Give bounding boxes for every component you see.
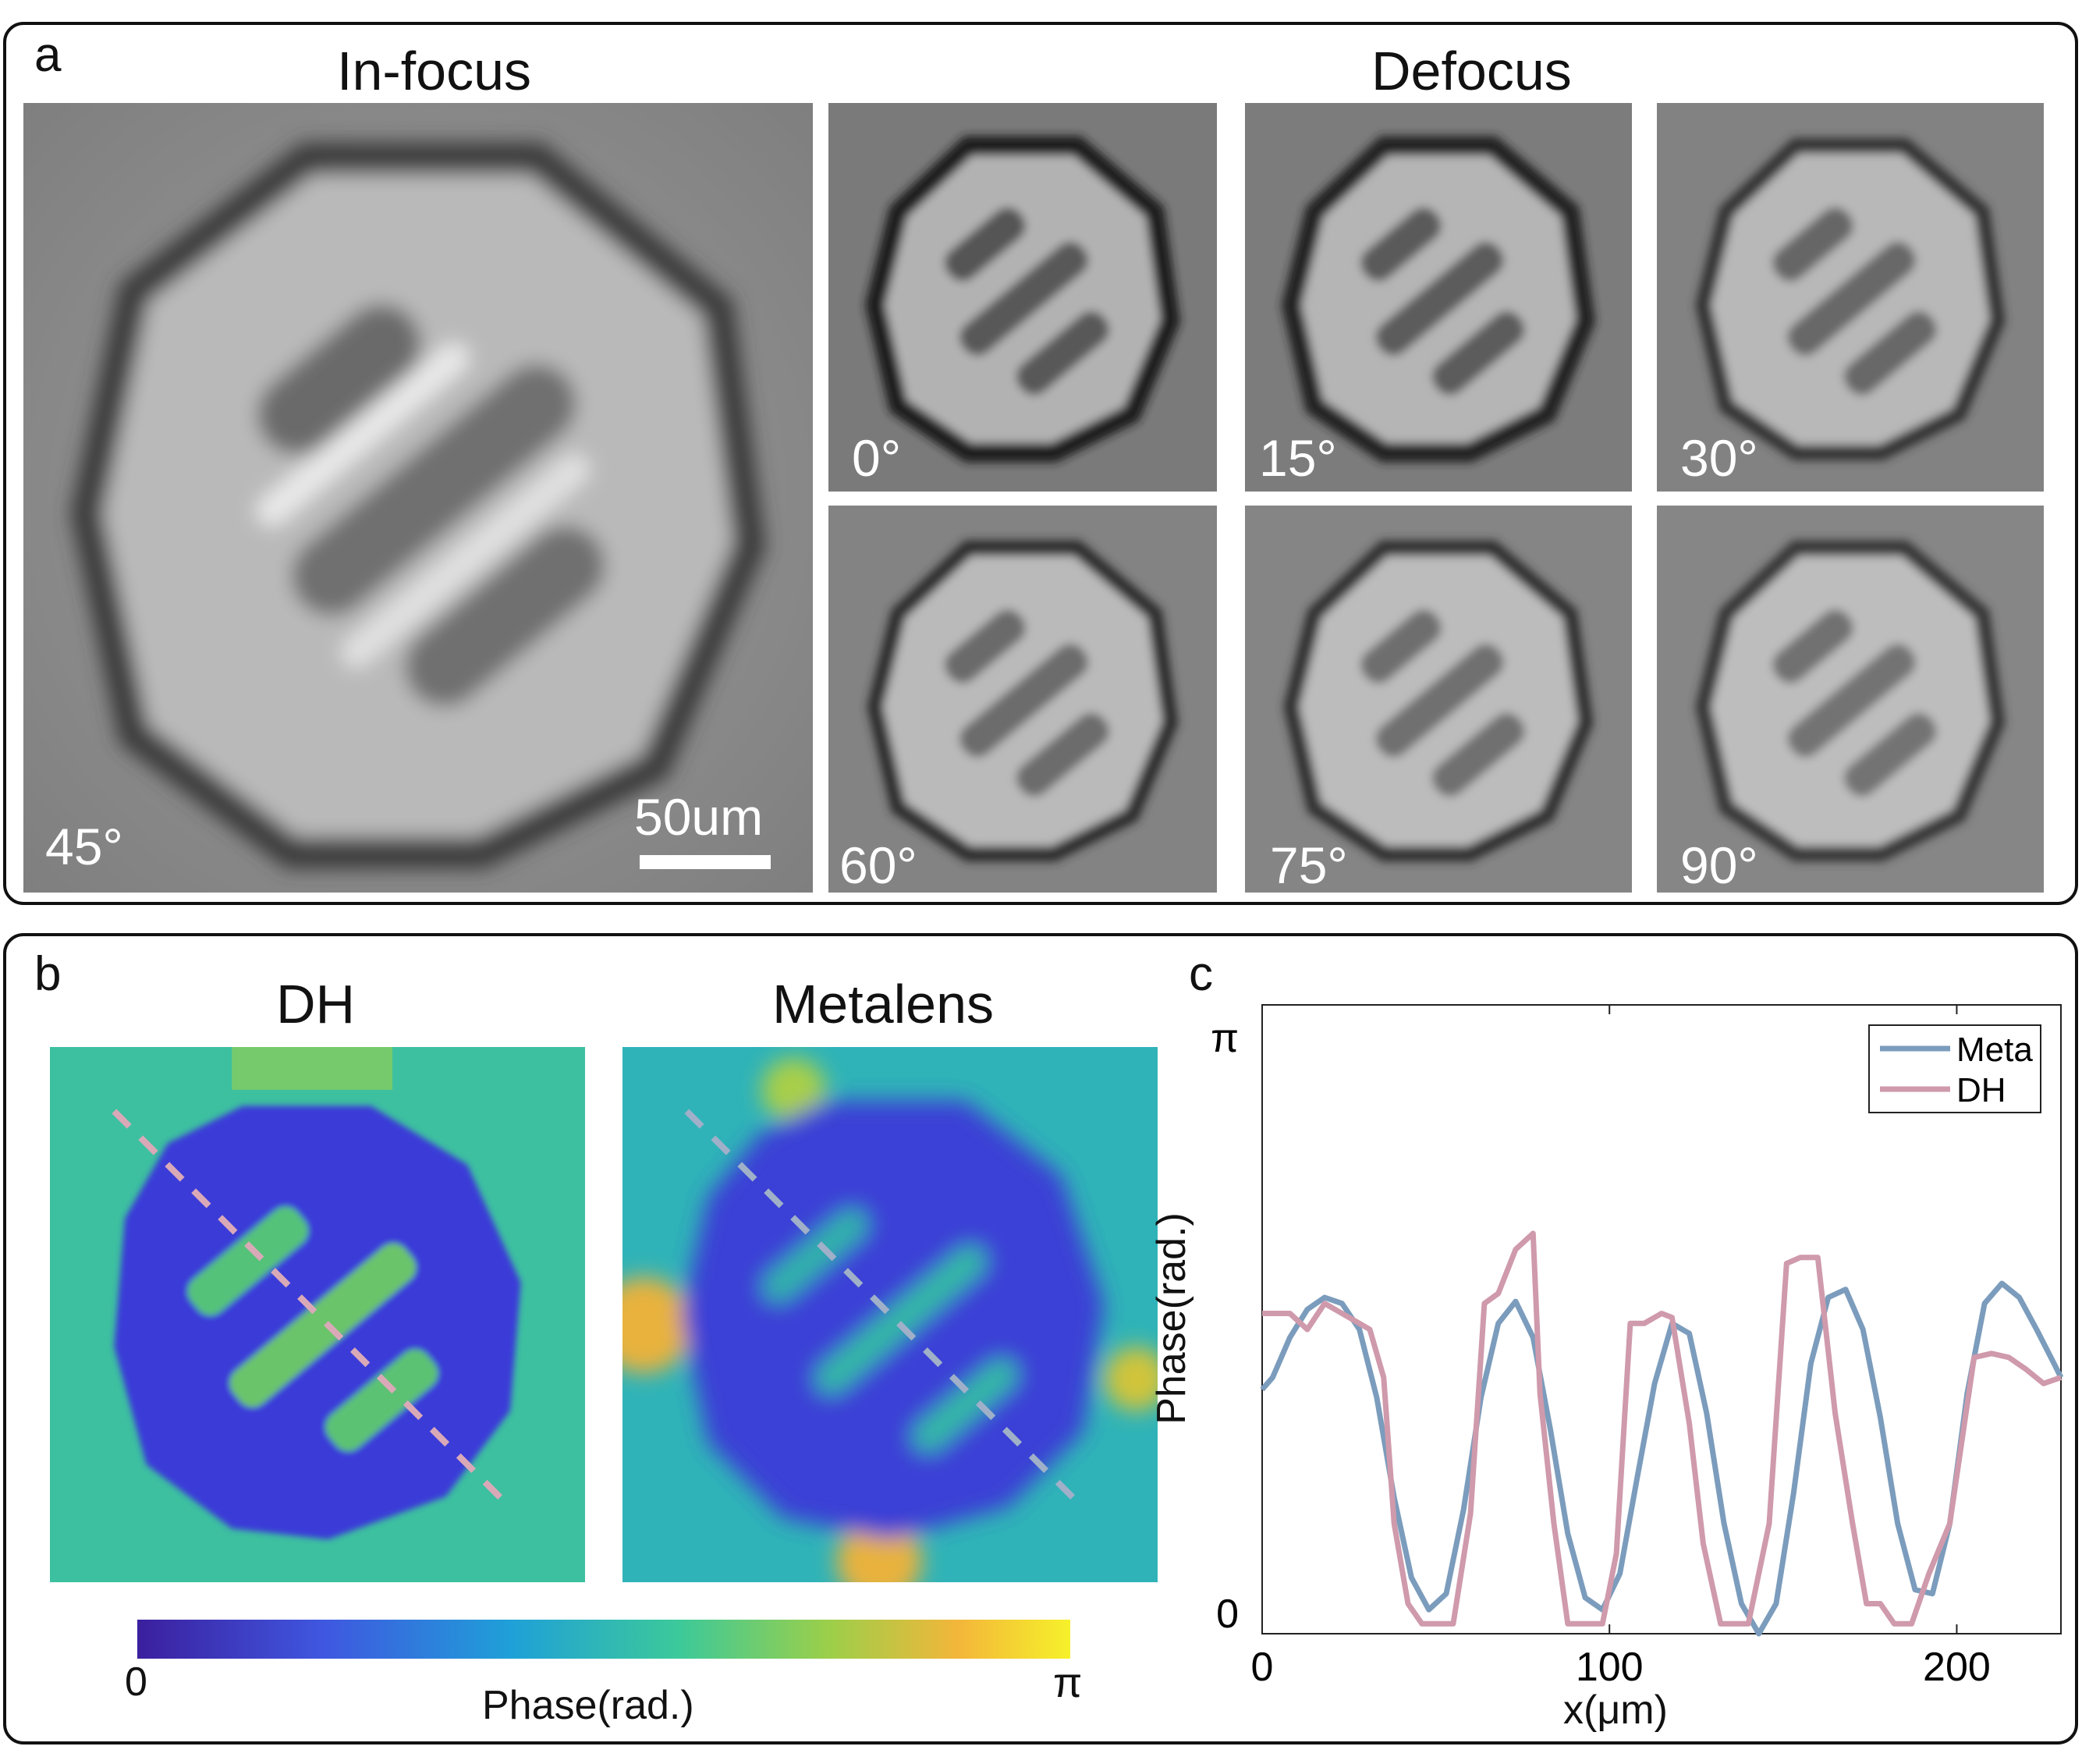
panel-b-label: b bbox=[34, 947, 62, 1001]
panel-c-label: c bbox=[1189, 947, 1213, 1001]
angle-label-60: 60° bbox=[839, 836, 917, 894]
colorbar-min-label: 0 bbox=[125, 1659, 147, 1705]
defocus-image-75 bbox=[1245, 506, 1632, 893]
cell-image-graphic bbox=[23, 103, 813, 893]
colorbar-max-label: π bbox=[1053, 1659, 1083, 1706]
defocus-title: Defocus bbox=[1371, 41, 1572, 101]
angle-label-15: 15° bbox=[1259, 429, 1337, 487]
metalens-phase-map bbox=[622, 1047, 1158, 1582]
defocus-image-30 bbox=[1657, 103, 2044, 492]
defocus-image-60 bbox=[828, 506, 1217, 893]
dh-title: DH bbox=[276, 974, 356, 1035]
angle-label-30: 30° bbox=[1680, 429, 1758, 487]
phase-colorbar bbox=[137, 1620, 1070, 1659]
defocus-image-15 bbox=[1245, 103, 1632, 492]
in-focus-title: In-focus bbox=[337, 41, 531, 101]
colorbar-label: Phase(rad.) bbox=[482, 1683, 694, 1728]
angle-label-75: 75° bbox=[1270, 836, 1348, 894]
angle-label-0: 0° bbox=[852, 429, 902, 487]
angle-label-45: 45° bbox=[45, 818, 123, 875]
panel-a-label: a bbox=[34, 28, 62, 82]
metalens-title: Metalens bbox=[772, 974, 995, 1035]
defocus-image-0 bbox=[828, 103, 1217, 492]
scalebar bbox=[640, 855, 771, 869]
defocus-image-90 bbox=[1657, 506, 2044, 893]
x-axis-label: x(μm) bbox=[1563, 1688, 1668, 1733]
dh-phase-map bbox=[50, 1047, 585, 1582]
in-focus-image bbox=[23, 103, 813, 893]
scalebar-label: 50um bbox=[634, 788, 764, 846]
y-axis-label: Phase(rad.) bbox=[1149, 1212, 1194, 1425]
angle-label-90: 90° bbox=[1680, 836, 1758, 894]
